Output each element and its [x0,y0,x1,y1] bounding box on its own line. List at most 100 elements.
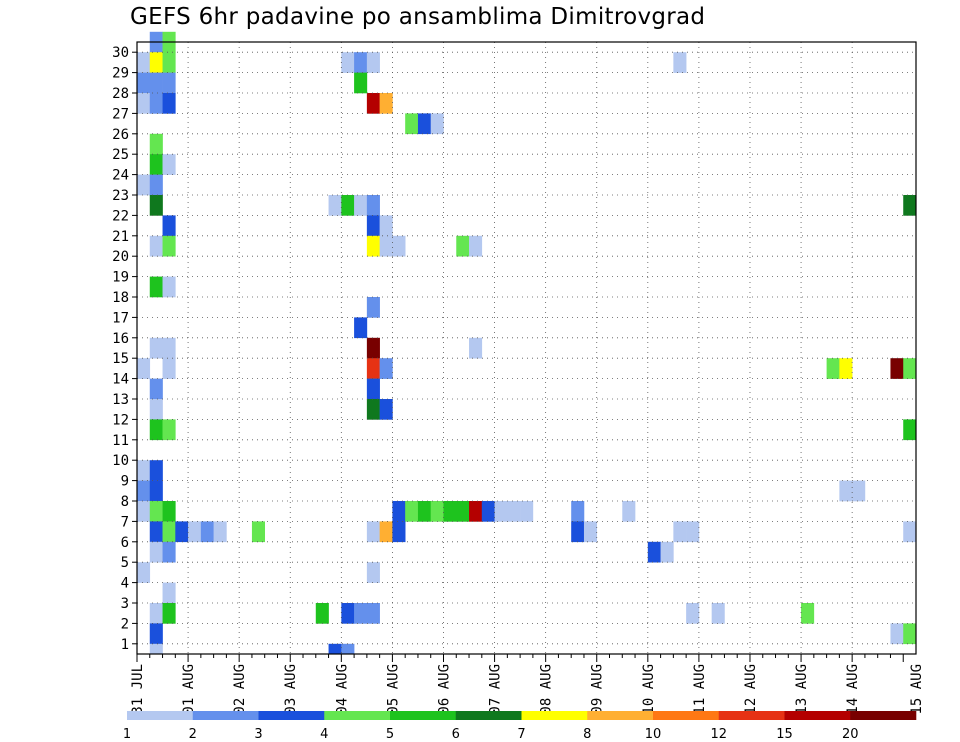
x-tick-label: 03 AUG [283,664,299,715]
heatmap-cell [469,235,483,257]
heatmap-cell [162,541,176,563]
y-tick-label: 8 [121,494,129,510]
heatmap-cell [571,501,585,522]
legend-swatch [521,711,588,720]
legend-label: 6 [452,727,460,742]
x-tick-label: 04 AUG [334,664,350,715]
legend-label: 10 [645,727,662,742]
y-tick-label: 23 [112,188,129,204]
heatmap-cell [328,195,342,216]
heatmap-cell [188,521,202,543]
heatmap-cell [162,235,176,257]
heatmap-cell [315,603,329,624]
y-tick-label: 11 [112,433,129,449]
y-tick-label: 14 [112,372,129,388]
heatmap-cell [149,603,163,624]
heatmap-cell [354,603,368,624]
heatmap-cell [162,215,176,237]
heatmap-cell [405,501,419,522]
y-tick-label: 6 [121,535,129,551]
heatmap-cell [213,521,227,543]
heatmap-cell [366,93,380,114]
heatmap-cell [137,501,151,522]
heatmap-cell [366,337,380,359]
x-tick-label: 06 AUG [436,664,452,715]
x-tick-label: 09 AUG [590,664,606,715]
heatmap-cell [149,521,163,543]
heatmap-cell [149,174,163,196]
heatmap-cell [162,93,176,114]
heatmap-cell [366,52,380,73]
legend-label: 3 [254,727,262,742]
heatmap-cell [686,521,700,543]
y-tick-label: 19 [112,270,129,286]
heatmap-cell [417,501,432,522]
y-tick-label: 12 [112,412,129,428]
heatmap-cell [341,643,355,655]
heatmap-cell [366,195,380,216]
heatmap-cell [392,501,406,522]
x-tick-label: 12 AUG [743,664,759,715]
heatmap-cell [379,235,393,257]
y-tick-label: 21 [112,229,129,245]
heatmap-cell [328,643,342,655]
legend-swatch [258,711,325,720]
heatmap-cell [520,501,534,522]
heatmap-cell [673,521,687,543]
x-tick-label: 31 JUL [130,664,146,715]
plot-frame [136,41,917,655]
heatmap-cell [903,419,917,441]
legend-swatch [324,711,391,720]
heatmap-cell [379,521,393,543]
heatmap-cell [149,72,163,94]
y-tick-label: 17 [112,310,129,326]
heatmap-cell [149,276,163,298]
heatmap-cell [686,603,700,624]
legend-swatch [127,711,194,720]
heatmap-cell [341,195,355,216]
heatmap-cell [137,52,151,73]
legend-label: 7 [517,727,525,742]
heatmap-cell [251,521,266,543]
legend-label: 20 [842,727,859,742]
y-tick-label: 22 [112,208,129,224]
heatmap-cell [890,358,904,379]
heatmap-cell [839,358,853,379]
heatmap-cell [149,419,163,441]
heatmap-cell [149,93,163,114]
heatmap-cell [149,541,163,563]
heatmap-cell [801,603,815,624]
x-tick-label: 01 AUG [181,664,197,715]
x-tick-label: 07 AUG [488,664,504,715]
legend-label: 8 [583,727,591,742]
heatmap-cell [162,52,176,73]
heatmap-cell [366,378,380,400]
heatmap-cell [137,93,151,114]
heatmap-cell [149,460,163,481]
heatmap-cell [137,460,151,481]
y-tick-label: 27 [112,106,129,122]
y-tick-label: 7 [121,514,129,530]
heatmap-cell [405,113,419,135]
y-tick-label: 5 [121,555,129,571]
heatmap-cell [149,133,163,155]
legend-swatch [850,711,917,720]
heatmap-cells [137,31,917,655]
heatmap-cell [469,501,483,522]
heatmap-cell [162,582,176,604]
heatmap-cell [354,72,368,94]
heatmap-cell [379,399,393,420]
heatmap-cell [903,358,917,379]
heatmap-cell [149,399,163,420]
heatmap-cell [366,358,380,379]
heatmap-cell [149,154,163,175]
heatmap-cell [366,399,380,420]
x-tick-label: 15 AUG [909,664,925,715]
color-legend: 1 2 3 4 5 6 7 8 10 12 15 20 [123,711,917,742]
heatmap-cell [366,215,380,237]
heatmap-cell [392,235,406,257]
heatmap-cell [469,337,483,359]
heatmap-cell [162,358,176,379]
heatmap-cell [852,480,866,502]
